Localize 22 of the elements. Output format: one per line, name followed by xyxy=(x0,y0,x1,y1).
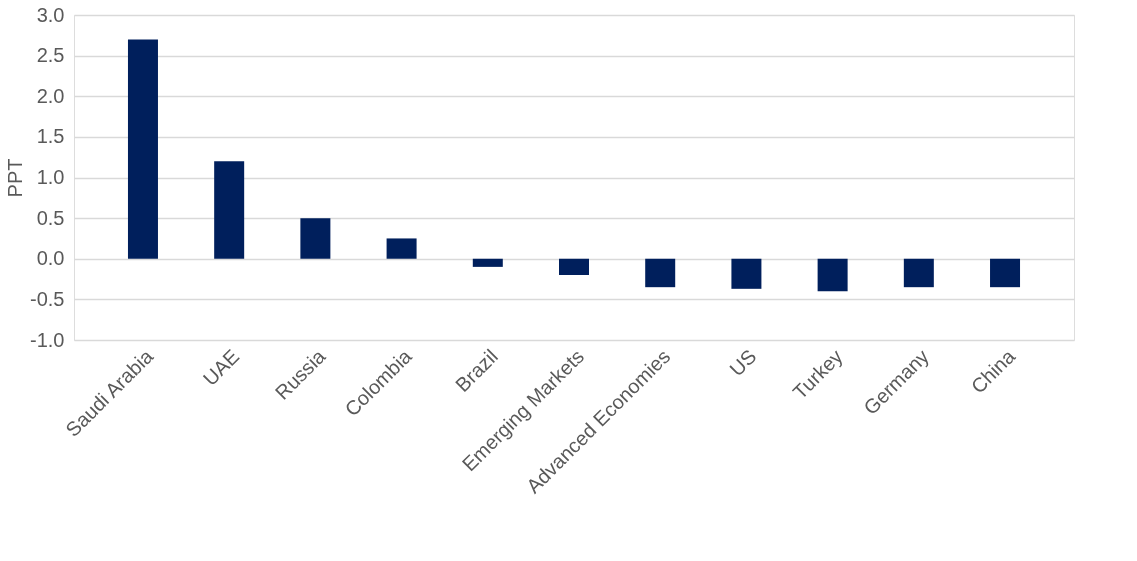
bar xyxy=(559,258,589,275)
bar xyxy=(386,238,417,259)
y-tick-label: 0.5 xyxy=(36,206,65,229)
bar xyxy=(645,258,676,288)
y-tick-label: 2.0 xyxy=(36,84,65,107)
bar xyxy=(472,258,503,267)
y-tick-label: -1.0 xyxy=(30,328,65,351)
y-tick-label: 0.0 xyxy=(36,247,65,270)
y-tick-label: 3.0 xyxy=(36,3,65,26)
bar xyxy=(817,258,848,292)
y-tick-label: 2.5 xyxy=(36,44,65,67)
y-tick-label: -0.5 xyxy=(30,287,65,310)
x-tick-label: US xyxy=(725,345,761,381)
y-tick-label: 1.5 xyxy=(36,125,65,148)
bar xyxy=(127,39,158,259)
bar xyxy=(903,258,934,288)
y-tick-label: 1.0 xyxy=(36,166,65,188)
bar xyxy=(300,218,331,259)
bar xyxy=(990,258,1021,288)
bar xyxy=(214,161,245,259)
bar xyxy=(731,258,762,289)
y-axis-title: PPT xyxy=(4,158,27,198)
